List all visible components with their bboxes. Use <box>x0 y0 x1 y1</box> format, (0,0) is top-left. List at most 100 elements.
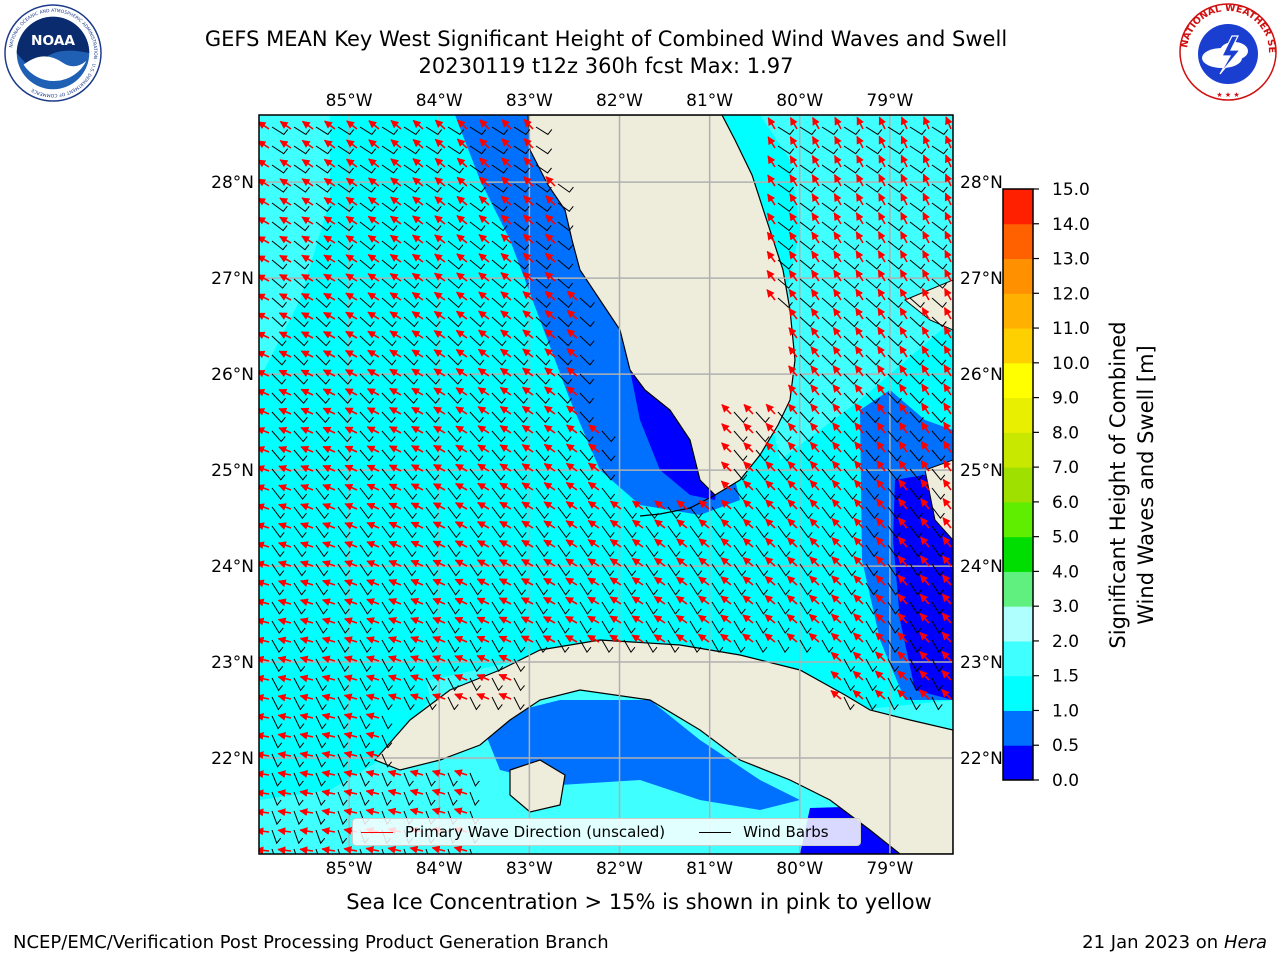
wind-barb <box>887 525 901 539</box>
wave-arrow <box>720 537 732 548</box>
wind-barb <box>293 715 305 730</box>
wind-barb <box>469 259 486 270</box>
wind-barb <box>557 430 572 443</box>
wave-arrow <box>811 250 820 263</box>
wind-barb <box>887 278 904 289</box>
wind-barb <box>315 411 330 424</box>
wave-arrow <box>344 579 358 587</box>
wind-barb <box>271 221 288 232</box>
wind-barb <box>579 354 595 366</box>
wind-barb <box>447 430 462 443</box>
wind-barb <box>843 525 857 539</box>
wind-barb <box>491 316 507 328</box>
wave-arrow <box>875 517 886 529</box>
wind-barb <box>865 696 877 711</box>
wave-arrow <box>832 384 842 396</box>
wave-arrow <box>259 484 270 492</box>
wave-arrow <box>543 520 556 529</box>
wind-barb <box>469 297 485 309</box>
wave-arrow <box>278 407 292 416</box>
wave-arrow <box>345 215 358 225</box>
wind-barb <box>381 753 393 768</box>
wind-barb <box>425 582 439 596</box>
wind-barb <box>293 240 310 251</box>
wind-barb <box>315 373 331 385</box>
wave-arrow <box>831 479 842 491</box>
wave-arrow <box>259 140 270 149</box>
wind-barb <box>469 772 480 787</box>
wave-arrow <box>476 597 490 606</box>
wind-barb <box>337 810 348 826</box>
wave-arrow <box>698 538 710 548</box>
wind-barb <box>469 563 483 577</box>
wave-arrow <box>808 575 820 586</box>
wave-arrow <box>876 402 886 415</box>
wind-barb <box>293 639 306 654</box>
wind-barb <box>821 487 836 500</box>
wave-arrow <box>389 387 402 396</box>
wind-barb <box>733 468 748 481</box>
wave-arrow <box>923 116 931 130</box>
wind-barb <box>293 411 308 424</box>
wind-barb <box>601 544 615 558</box>
wind-barb <box>491 164 508 174</box>
wind-barb <box>535 563 549 577</box>
wave-arrow <box>943 421 952 434</box>
wind-barb <box>931 601 944 615</box>
wave-arrow <box>278 446 292 454</box>
wind-barb <box>403 791 414 806</box>
wind-barb <box>733 639 746 654</box>
wave-arrow <box>499 539 512 548</box>
wind-barb <box>271 772 282 787</box>
wave-arrow <box>278 484 292 492</box>
legend-label-wind-barbs: Wind Barbs <box>743 823 829 841</box>
wind-barb <box>954 146 970 154</box>
wind-barb <box>359 354 375 366</box>
wind-barb <box>469 126 487 136</box>
wind-barb <box>359 658 372 673</box>
wind-barb <box>909 164 926 174</box>
wind-barb <box>821 278 838 289</box>
wave-arrow <box>345 311 358 320</box>
wave-arrow <box>301 254 314 263</box>
wave-arrow <box>522 252 534 263</box>
wind-barb <box>271 487 286 500</box>
wave-arrow <box>345 292 358 301</box>
wind-barb <box>381 354 397 366</box>
lat-tick-left: 24°N <box>211 557 254 577</box>
wind-barb <box>843 582 857 596</box>
wave-arrow <box>787 403 798 415</box>
wind-barb <box>403 677 415 692</box>
wind-barb <box>469 582 483 596</box>
wave-arrow <box>344 388 358 396</box>
wind-barb <box>755 563 769 577</box>
wave-arrow <box>767 174 776 187</box>
wind-barb <box>271 829 282 845</box>
wind-barb <box>799 240 816 251</box>
wave-arrow <box>277 598 292 607</box>
wind-barb <box>337 259 354 270</box>
wave-arrow <box>832 422 842 434</box>
wind-barb <box>403 183 420 193</box>
wind-barb <box>777 430 792 443</box>
wave-arrow <box>878 173 886 187</box>
wind-barb <box>447 582 461 596</box>
wind-barb <box>954 222 969 231</box>
wave-arrow <box>344 426 358 435</box>
wind-barb <box>755 411 770 424</box>
wave-arrow <box>259 465 270 473</box>
wave-arrow <box>259 121 270 130</box>
wind-barb <box>381 658 394 673</box>
wave-arrow <box>587 462 600 472</box>
wind-barb <box>337 658 350 673</box>
wind-barb <box>403 658 416 673</box>
wave-arrow <box>721 404 732 415</box>
wind-barb <box>667 620 680 634</box>
wave-arrow <box>521 386 534 396</box>
wind-barb <box>557 354 573 366</box>
lon-tick-bottom: 79°W <box>866 859 913 879</box>
wind-barb <box>315 525 329 539</box>
wave-arrow <box>366 407 380 415</box>
wave-arrow <box>832 288 842 301</box>
wind-barb <box>865 240 882 251</box>
